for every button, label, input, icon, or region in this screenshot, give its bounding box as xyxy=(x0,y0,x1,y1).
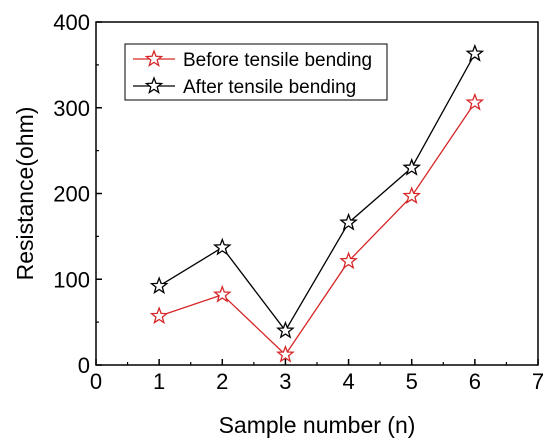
y-axis-title: Resistance(ohm) xyxy=(12,107,38,281)
y-tick-label: 200 xyxy=(53,182,90,207)
x-axis-title: Sample number (n) xyxy=(219,412,416,438)
x-tick-label: 6 xyxy=(469,369,481,394)
plot-area xyxy=(149,43,485,363)
data-point-0 xyxy=(149,306,169,325)
x-tick-label: 0 xyxy=(90,369,102,394)
x-tick-label: 3 xyxy=(279,369,291,394)
legend: Before tensile bending After tensile ben… xyxy=(124,43,388,101)
data-point-0 xyxy=(402,186,422,205)
axes: 0 1 2 3 4 5 6 7 0 100 200 300 400 xyxy=(53,10,544,394)
data-point-0 xyxy=(212,284,232,303)
y-tick-label: 400 xyxy=(53,10,90,35)
x-tick-label: 2 xyxy=(216,369,228,394)
legend-label-after: After tensile bending xyxy=(183,77,356,98)
y-tick-label: 100 xyxy=(53,267,90,292)
data-point-1 xyxy=(149,276,169,295)
legend-label-before: Before tensile bending xyxy=(183,50,372,71)
series-line-0 xyxy=(158,102,476,356)
data-point-1 xyxy=(276,320,295,339)
x-tick-label: 5 xyxy=(406,369,418,394)
data-point-0 xyxy=(465,92,485,111)
y-tick-label: 300 xyxy=(53,96,90,121)
legend-entry-before: Before tensile bending xyxy=(133,49,372,71)
legend-star-icon-before xyxy=(144,49,164,67)
y-tick-label: 0 xyxy=(78,353,90,378)
x-tick-label: 7 xyxy=(532,369,544,394)
data-point-1 xyxy=(212,237,232,256)
series-line-1 xyxy=(158,53,476,332)
x-tick-label: 1 xyxy=(153,369,165,394)
data-point-1 xyxy=(402,157,422,176)
legend-entry-after: After tensile bending xyxy=(133,76,356,98)
legend-box xyxy=(124,43,388,101)
data-point-1 xyxy=(465,43,485,62)
legend-star-icon-after xyxy=(144,76,164,94)
x-tick-label: 4 xyxy=(342,369,354,394)
data-point-1 xyxy=(339,212,358,231)
data-point-0 xyxy=(339,251,358,270)
data-point-0 xyxy=(276,344,295,363)
